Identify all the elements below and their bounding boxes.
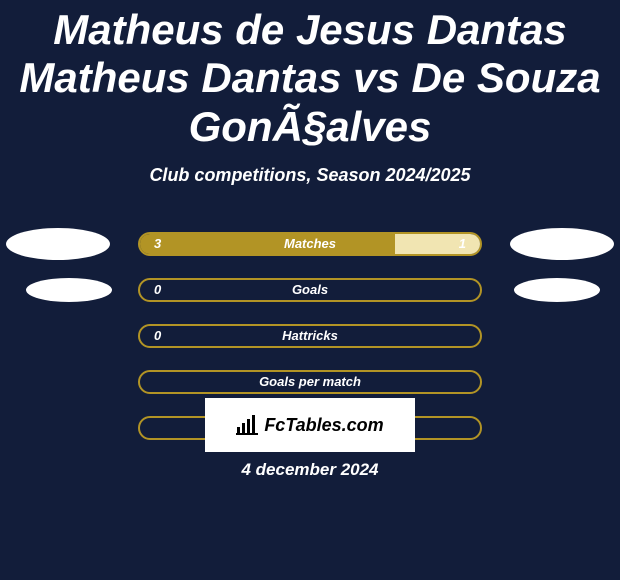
stat-row: Hattricks0 bbox=[0, 316, 620, 362]
stat-label: Goals per match bbox=[140, 374, 480, 389]
stat-bar: Matches3 1 bbox=[138, 232, 482, 256]
stat-bar: Goals0 bbox=[138, 278, 482, 302]
stat-label: Hattricks bbox=[140, 328, 480, 343]
page-title: Matheus de Jesus Dantas Matheus Dantas v… bbox=[0, 0, 620, 151]
stat-value-left: 0 bbox=[154, 328, 161, 343]
stat-bar: Goals per match bbox=[138, 370, 482, 394]
stat-row: Matches3 1 bbox=[0, 224, 620, 270]
date-label: 4 december 2024 bbox=[0, 460, 620, 480]
stat-value-left: 3 bbox=[154, 236, 161, 251]
stat-label: Matches bbox=[140, 236, 480, 251]
stat-value-right: 1 bbox=[459, 236, 466, 251]
page: Matheus de Jesus Dantas Matheus Dantas v… bbox=[0, 0, 620, 580]
player-left-marker bbox=[26, 278, 112, 302]
brand-box: FcTables.com bbox=[205, 398, 415, 452]
stat-bar: Hattricks0 bbox=[138, 324, 482, 348]
stat-label: Goals bbox=[140, 282, 480, 297]
player-left-marker bbox=[6, 228, 110, 260]
brand-label: FcTables.com bbox=[264, 415, 383, 436]
player-right-marker bbox=[510, 228, 614, 260]
chart-icon bbox=[236, 415, 258, 435]
page-subtitle: Club competitions, Season 2024/2025 bbox=[0, 165, 620, 186]
stat-value-left: 0 bbox=[154, 282, 161, 297]
stat-row: Goals0 bbox=[0, 270, 620, 316]
player-right-marker bbox=[514, 278, 600, 302]
